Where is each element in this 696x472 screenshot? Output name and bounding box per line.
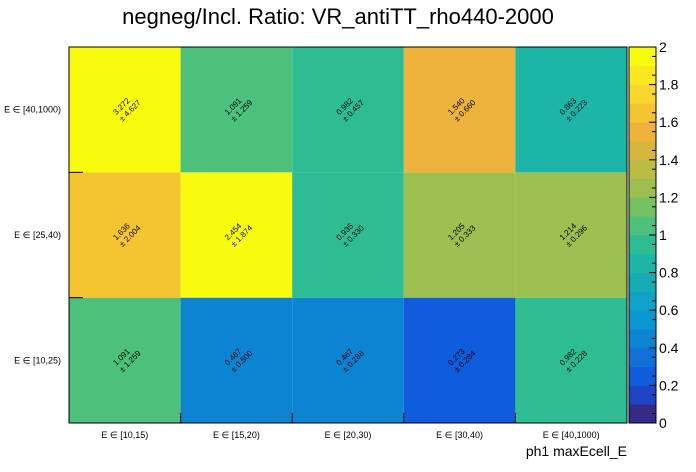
colorbar-segment [629,159,656,179]
colorbar-segment [629,366,656,386]
colorbar-tick-label: 1.6 [659,114,679,130]
colorbar-segment [629,404,656,424]
x-axis-tick-labels: E ∈ [10,15) E ∈ [15,20) E ∈ [20,30) E ∈ [30… [68,413,628,440]
colorbar-tick-label: 0.6 [659,302,679,318]
colorbar-segment [629,329,656,349]
heatmap-cell [180,172,293,298]
heatmap-cell [69,172,181,298]
colorbar-segment [629,84,656,104]
chart-title: negneg/Incl. Ratio: VR_antiTT_rho440-200… [122,4,554,29]
x-axis-label: ph1 maxEcell_E [526,443,627,459]
colorbar-segment [629,235,656,255]
colorbar-tick-label: 1.4 [659,152,679,168]
colorbar-segment [629,347,656,367]
y-tick-label: E ∈ [25,40) [14,230,61,240]
x-tick-label: E ∈ [30,40) [436,430,483,440]
colorbar-segment [629,178,656,198]
colorbar-segment [629,253,656,273]
colorbar-segment [629,216,656,236]
x-tick-label: E ∈ [10,15) [101,430,148,440]
heatmap-cell [515,297,627,423]
colorbar-tick-label: 0 [659,415,667,431]
y-axis-tick-labels: E ∈ [10,25) E ∈ [25,40) E ∈ [40,1000) [4,46,83,424]
y-tick-label: E ∈ [40,1000) [4,105,61,115]
colorbar [628,46,657,424]
colorbar-tick-label: 0.2 [659,377,679,393]
x-tick-label: E ∈ [40,1000) [543,430,600,440]
heatmap-cell [515,47,627,173]
colorbar-segment [629,310,656,330]
heatmap-cell [403,297,516,423]
colorbar-segment [629,291,656,311]
colorbar-segment [629,103,656,123]
colorbar-segment [629,141,656,161]
colorbar-tick-labels: 0 0.2 0.4 0.6 0.8 1 1.2 1.4 1.6 1.8 2 [649,39,679,431]
colorbar-tick-label: 1 [659,227,667,243]
heatmap-cell [180,297,293,423]
heatmap-cell [292,172,404,298]
x-tick-label: E ∈ [15,20) [213,430,260,440]
heatmap-cell [180,47,293,173]
heatmap-cells: 1.091± 1.259 0.467± 0.500 0.467± 0.288 0.27… [69,47,627,423]
colorbar-tick-label: 0.8 [659,265,679,281]
heatmap-cell [515,172,627,298]
x-tick-label: E ∈ [20,30) [325,430,372,440]
colorbar-segment [629,47,656,67]
heatmap-cell [69,297,181,423]
colorbar-tick-label: 1.2 [659,189,679,205]
heatmap-cell [403,47,516,173]
colorbar-segment [629,65,656,85]
heatmap-cell [69,47,181,173]
colorbar-tick-label: 1.8 [659,77,679,93]
heatmap-cell [292,47,404,173]
heatmap-cell [292,297,404,423]
plot-frame [68,46,628,424]
colorbar-segment [629,122,656,142]
colorbar-segment [629,197,656,217]
colorbar-segment [629,385,656,405]
colorbar-segment [629,272,656,292]
heatmap-cell [403,172,516,298]
colorbar-tick-label: 2 [659,39,667,55]
y-tick-label: E ∈ [10,25) [14,355,61,365]
colorbar-tick-label: 0.4 [659,340,679,356]
